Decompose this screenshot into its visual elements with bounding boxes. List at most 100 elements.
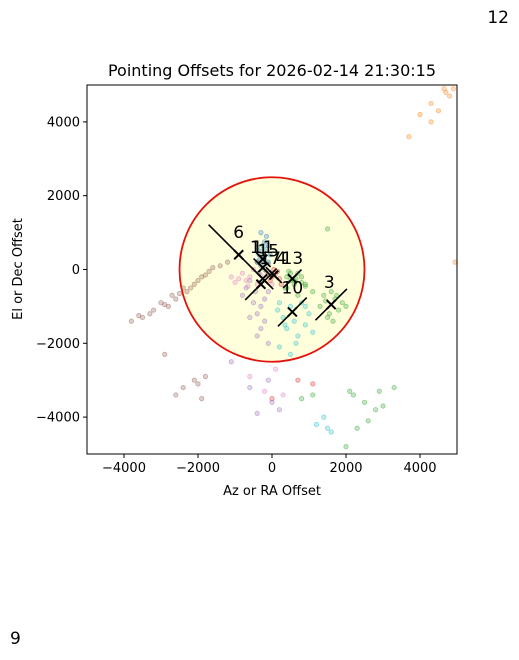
data-point-series-3 [361,399,368,405]
data-point-series-6 [210,265,216,271]
data-point-series-6 [173,392,179,398]
data-point-series-6 [191,281,197,287]
data-point-series-13 [291,281,297,287]
data-point-series-13 [293,276,299,282]
data-point-series-6 [176,290,183,297]
data-point-series-15 [265,340,271,346]
data-point-series-15 [265,377,271,383]
data-point-series-10 [306,311,312,317]
data-point-series-10 [324,425,331,431]
x-tick-label: −2000 [176,461,220,476]
data-point-series-3 [372,407,379,413]
series-label-3: 3 [324,273,335,293]
y-axis: −4000 −2000 0 2000 4000 [36,115,87,426]
data-point-series-1 [263,233,270,239]
data-point-series-3 [339,300,345,306]
series-label-4: 4 [276,249,287,269]
data-point-series-1 [261,239,268,245]
data-point-series-12 [428,100,434,107]
x-tick-label: 2000 [329,461,362,476]
series-label-13: 13 [282,249,304,269]
data-point-series-3 [376,388,382,394]
data-point-series-17 [228,274,234,280]
data-point-series-10 [291,318,297,324]
offset-x-marker-series-13 [287,273,298,284]
y-tick-label: 0 [72,263,80,278]
data-point-series-10 [287,351,294,357]
data-point-series-6 [199,396,205,402]
offset-x-marker-series-1 [257,253,268,265]
data-point-series-13 [302,283,308,289]
data-point-series-17 [280,392,286,398]
series-label-17: 17 [259,249,281,269]
data-point-series-12 [417,111,423,118]
corner-label-bottom-left: 9 [10,629,21,649]
x-tick-label: 4000 [403,461,436,476]
data-point-series-17 [232,279,238,286]
offset-x-marker-series-10 [287,306,298,318]
data-point-series-1 [263,246,270,252]
data-point-series-3 [365,418,371,424]
offset-x-marker-series-4 [268,269,280,281]
x-axis: −4000 −2000 0 2000 4000 [102,454,437,476]
data-point-series-17 [247,373,253,380]
data-point-series-6 [217,263,223,269]
data-point-series-13 [284,274,290,280]
data-point-series-6 [162,301,168,308]
data-point-series-6 [165,303,171,309]
data-point-series-12 [450,86,456,92]
data-point-series-10 [276,344,282,350]
data-point-series-1 [260,242,266,249]
data-point-series-4 [310,381,316,387]
data-point-series-15 [276,407,282,413]
data-point-series-10 [313,421,319,428]
y-tick-label: −4000 [36,411,80,426]
y-tick-label: 4000 [47,115,80,130]
data-point-series-6 [180,285,186,291]
corner-label-top-right: 12 [487,8,509,28]
data-point-series-17 [273,366,279,372]
data-point-series-3 [295,292,301,298]
data-point-series-15 [228,359,234,365]
series-label-1: 1 [250,238,261,258]
data-point-series-10 [302,303,308,309]
data-point-series-3 [284,285,290,291]
data-point-series-1 [265,242,271,249]
data-point-series-3 [335,307,342,313]
data-point-series-10 [310,329,316,335]
data-point-series-3 [347,388,353,394]
data-point-series-3 [287,270,294,276]
x-tick-label: −4000 [102,461,146,476]
data-point-series-15 [243,285,249,291]
series-label-6: 6 [233,223,244,243]
data-point-series-3 [354,425,360,431]
data-point-series-13 [324,226,331,232]
data-point-series-3 [321,292,327,298]
data-point-series-15 [265,289,271,295]
data-point-series-1 [267,252,273,258]
data-point-series-10 [284,325,290,332]
data-point-series-4 [295,377,301,383]
data-point-series-17 [269,281,275,287]
data-point-series-6 [147,311,153,317]
data-point-series-15 [269,399,275,405]
data-point-series-10 [276,300,282,306]
data-point-series-15 [254,410,260,417]
data-point-series-6 [202,373,208,380]
data-point-series-12 [446,93,453,99]
data-point-series-6 [128,318,134,324]
data-point-series-15 [258,325,264,332]
x-tick-label: 0 [268,461,276,476]
data-point-series-10 [302,322,308,328]
data-point-series-3 [350,392,356,398]
data-point-series-15 [247,384,253,391]
data-point-series-1 [254,244,260,250]
data-point-series-10 [280,314,286,321]
tolerance-circle-layer [178,176,366,363]
chart-title: Pointing Offsets for 2026-02-14 21:30:15 [108,61,436,80]
data-point-series-12 [443,89,449,95]
scatter-points-layer [128,86,458,450]
tolerance-circle [178,176,366,363]
